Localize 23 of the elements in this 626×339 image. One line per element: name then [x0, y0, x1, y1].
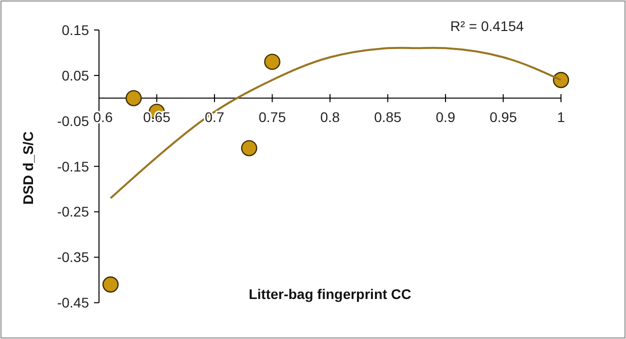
x-tick-label: 1: [557, 109, 566, 126]
y-tick-label: -0.05: [57, 112, 90, 129]
point: [126, 90, 142, 106]
x-axis-title: Litter-bag fingerprint CC: [248, 286, 412, 302]
y-axis-title: DSD d_S/C: [20, 131, 36, 205]
x-tick-label: 0.8: [320, 109, 340, 126]
y-tick-label: -0.35: [57, 249, 90, 266]
y-tick-label: -0.45: [57, 294, 90, 311]
y-tick-label: 0.15: [62, 22, 90, 38]
point: [102, 276, 119, 293]
point: [264, 54, 280, 70]
point: [552, 72, 570, 88]
y-tick-label: -0.25: [57, 204, 90, 220]
x-tick-label: 0.7: [204, 109, 224, 126]
y-tick-label: -0.15: [57, 158, 90, 174]
y-tick-label: 0.05: [62, 67, 90, 84]
x-tick-label: 0.85: [374, 109, 402, 126]
x-tick-label: 0.9: [436, 109, 456, 126]
annotation: R² = 0.4154: [450, 18, 524, 34]
point: [241, 140, 258, 156]
x-tick-label: 0.95: [490, 109, 518, 126]
x-tick-label: 0.65: [143, 109, 171, 126]
x-tick-label: 0.75: [258, 109, 286, 126]
